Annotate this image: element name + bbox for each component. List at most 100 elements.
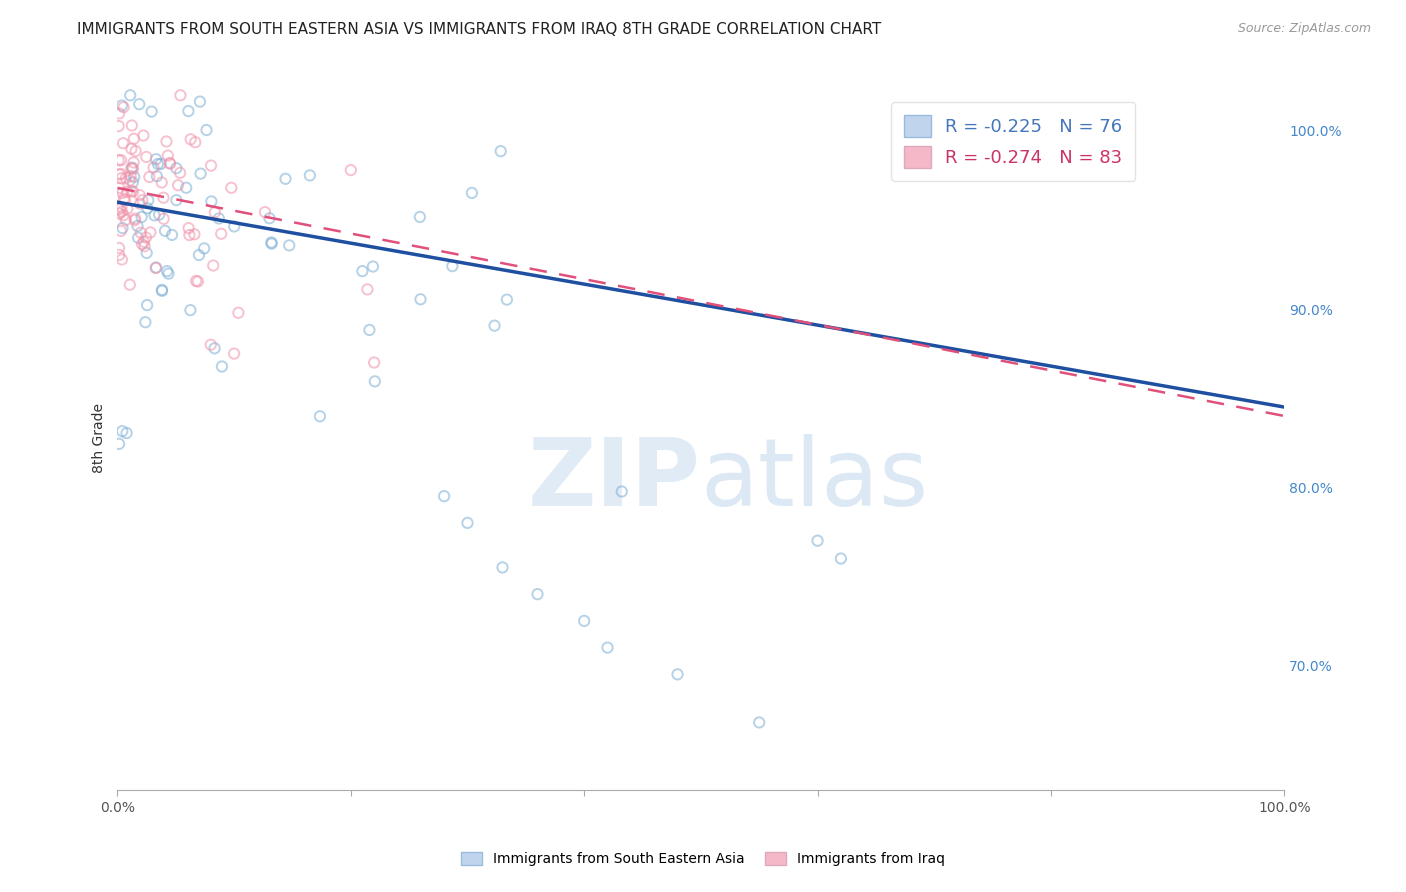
Point: [111, 98, 134, 112]
Point: [120, 161, 142, 176]
Point: [114, 213, 136, 227]
Point: [150, 176, 173, 190]
Point: [145, 260, 167, 275]
Point: [145, 152, 167, 166]
Point: [110, 171, 132, 186]
Point: [361, 260, 384, 274]
Point: [121, 161, 143, 175]
Point: [136, 193, 159, 207]
Point: [111, 252, 134, 267]
Point: [128, 97, 150, 112]
Point: [145, 260, 167, 275]
Point: [309, 409, 332, 424]
Point: [111, 204, 134, 219]
Point: [132, 235, 155, 249]
Point: [433, 489, 456, 503]
Point: [484, 318, 506, 333]
Point: [274, 171, 297, 186]
Point: [122, 132, 145, 146]
Point: [409, 210, 432, 224]
Point: [179, 303, 201, 318]
Point: [204, 205, 226, 219]
Point: [156, 264, 179, 278]
Point: [356, 282, 378, 296]
Point: [298, 169, 321, 183]
Point: [118, 277, 141, 292]
Point: [150, 283, 173, 297]
Point: [195, 123, 218, 137]
Text: IMMIGRANTS FROM SOUTH EASTERN ASIA VS IMMIGRANTS FROM IRAQ 8TH GRADE CORRELATION: IMMIGRANTS FROM SOUTH EASTERN ASIA VS IM…: [77, 22, 882, 37]
Point: [180, 132, 202, 146]
Point: [352, 264, 374, 278]
Point: [120, 184, 142, 198]
Point: [160, 227, 183, 242]
Point: [107, 153, 129, 168]
Point: [150, 284, 173, 298]
Point: [115, 425, 138, 440]
Point: [115, 171, 138, 186]
Point: [156, 148, 179, 162]
Point: [260, 235, 283, 250]
Point: [129, 226, 152, 240]
Point: [132, 128, 155, 143]
Point: [188, 95, 211, 109]
Point: [441, 259, 464, 273]
Point: [122, 155, 145, 169]
Point: [108, 248, 131, 262]
Point: [157, 267, 180, 281]
Point: [108, 181, 131, 195]
Point: [122, 161, 145, 176]
Point: [117, 202, 139, 216]
Point: [124, 213, 146, 227]
Text: Source: ZipAtlas.com: Source: ZipAtlas.com: [1237, 22, 1371, 36]
Point: [114, 193, 136, 207]
Point: [259, 211, 281, 226]
Point: [169, 88, 191, 103]
Point: [596, 640, 619, 655]
Point: [209, 227, 232, 241]
Point: [120, 169, 142, 183]
Point: [177, 104, 200, 119]
Point: [221, 181, 243, 195]
Point: [131, 193, 153, 207]
Point: [135, 230, 157, 244]
Point: [152, 191, 174, 205]
Point: [110, 200, 132, 214]
Point: [526, 587, 548, 601]
Point: [135, 246, 157, 260]
Point: [496, 293, 519, 307]
Point: [124, 144, 146, 158]
Point: [188, 248, 211, 262]
Point: [122, 169, 145, 184]
Point: [112, 192, 135, 206]
Point: [364, 375, 387, 389]
Point: [200, 194, 222, 209]
Point: [128, 188, 150, 202]
Point: [136, 298, 159, 312]
Point: [461, 186, 484, 200]
Point: [165, 161, 187, 176]
Point: [108, 241, 131, 255]
Point: [134, 315, 156, 329]
Point: [167, 178, 190, 193]
Point: [457, 516, 479, 530]
Point: [169, 166, 191, 180]
Point: [111, 424, 134, 438]
Point: [131, 237, 153, 252]
Point: [253, 205, 276, 219]
Point: [149, 157, 172, 171]
Point: [208, 211, 231, 226]
Point: [108, 106, 131, 120]
Point: [127, 231, 149, 245]
Point: [120, 142, 142, 156]
Point: [118, 173, 141, 187]
Point: [110, 153, 132, 168]
Point: [228, 306, 250, 320]
Point: [139, 226, 162, 240]
Point: [121, 119, 143, 133]
Point: [187, 275, 209, 289]
Point: [146, 157, 169, 171]
Point: [129, 196, 152, 211]
Point: [131, 210, 153, 224]
Point: [122, 185, 145, 199]
